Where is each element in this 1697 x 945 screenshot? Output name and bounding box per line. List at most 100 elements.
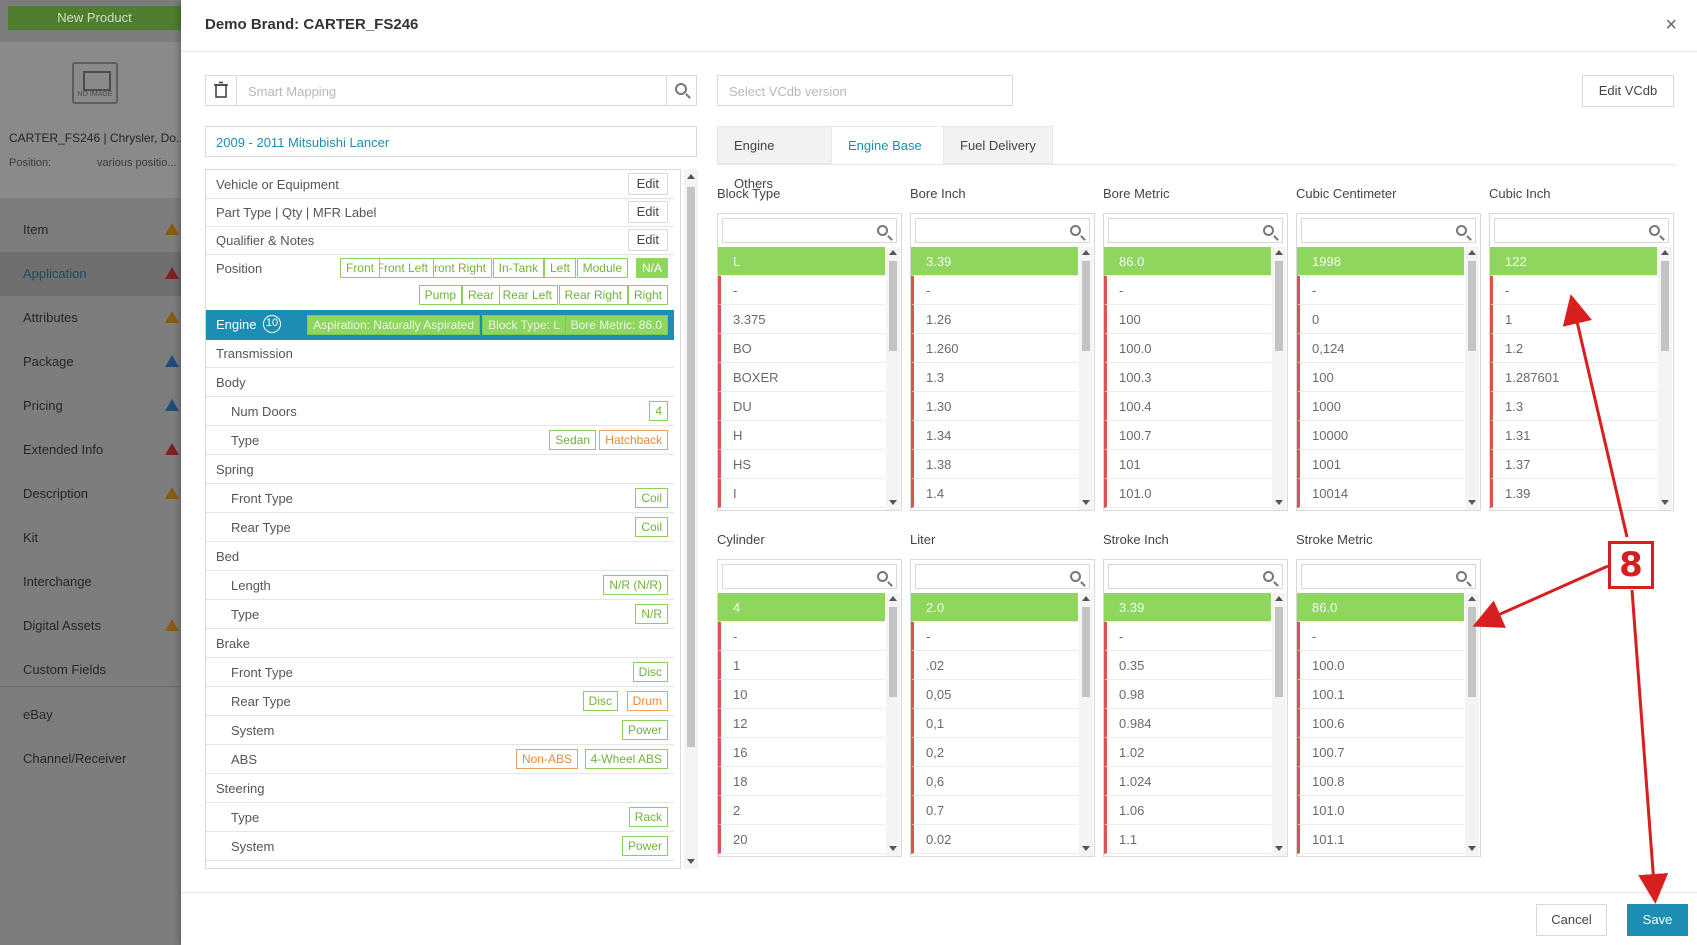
value-option[interactable]: 10 [718, 680, 885, 709]
smart-mapping-input[interactable]: Smart Mapping [236, 75, 667, 106]
value-option[interactable]: 100.6 [1297, 709, 1464, 738]
value-option[interactable]: 1.38 [911, 450, 1078, 479]
brake-abs-row-tag[interactable]: Non-ABS [515, 749, 578, 769]
tab-engine-others[interactable]: Engine Others [717, 126, 832, 191]
nav-item-application[interactable]: Application [0, 252, 181, 296]
nav-item-channel-receiver[interactable]: Channel/Receiver [0, 737, 181, 781]
brake-rear-type-row-tag[interactable]: Drum [626, 691, 668, 711]
delete-button[interactable] [205, 75, 237, 106]
value-option[interactable]: 0.98 [1104, 680, 1271, 709]
steering-system-row-tag[interactable]: Power [621, 836, 668, 856]
position-tag-front-right[interactable]: Front Right [420, 258, 492, 278]
value-option[interactable]: - [911, 622, 1078, 651]
value-option[interactable]: - [718, 622, 885, 651]
position-tag-front-left[interactable]: Front Left [370, 258, 434, 278]
cancel-button[interactable]: Cancel [1536, 904, 1607, 936]
value-option[interactable]: 3.375 [718, 305, 885, 334]
position-tag-pump[interactable]: Pump [418, 285, 462, 305]
column-search-input[interactable] [1301, 564, 1476, 589]
column-scroll-thumb[interactable] [889, 261, 897, 351]
body-type-row[interactable]: Type Hatchback Sedan [206, 426, 674, 455]
column-scroll-thumb[interactable] [1275, 261, 1283, 351]
value-option[interactable]: 0,2 [911, 738, 1078, 767]
value-option[interactable]: 18 [718, 767, 885, 796]
qualifier-notes-row[interactable]: Qualifier & Notes Edit [206, 226, 674, 255]
edit-vcdb-button[interactable]: Edit VCdb [1582, 75, 1674, 107]
spring-front-type-row[interactable]: Front Type Coil [206, 484, 674, 513]
value-option[interactable]: 20 [718, 825, 885, 854]
value-option[interactable]: 1.39 [1490, 479, 1657, 508]
brake-abs-row-tag[interactable]: 4-Wheel ABS [584, 749, 668, 769]
value-option[interactable]: 101.0 [1297, 796, 1464, 825]
steering-system-row[interactable]: System Power [206, 832, 674, 861]
value-option[interactable]: 100.7 [1297, 738, 1464, 767]
value-option[interactable]: 0 [1297, 305, 1464, 334]
column-scrollbar[interactable] [1465, 247, 1479, 510]
value-option[interactable]: 1.3 [911, 363, 1078, 392]
scroll-down-icon[interactable] [687, 859, 695, 864]
brake-system-row-tag[interactable]: Power [621, 720, 668, 740]
scroll-down-icon[interactable] [1661, 500, 1669, 505]
scroll-down-icon[interactable] [889, 500, 897, 505]
column-scroll-thumb[interactable] [1661, 261, 1669, 351]
value-option[interactable]: 0.35 [1104, 651, 1271, 680]
value-option[interactable]: 100.1 [1297, 680, 1464, 709]
value-option[interactable]: 101.0 [1104, 479, 1271, 508]
close-icon[interactable]: × [1665, 14, 1677, 36]
spring-rear-type-row[interactable]: Rear Type Coil [206, 513, 674, 542]
column-scrollbar[interactable] [1658, 247, 1672, 510]
search-icon[interactable] [1070, 225, 1081, 236]
scroll-up-icon[interactable] [1082, 596, 1090, 601]
value-option[interactable]: 1.4 [911, 479, 1078, 508]
scroll-down-icon[interactable] [1275, 500, 1283, 505]
nav-item-kit[interactable]: Kit [0, 516, 181, 560]
position-tag-left[interactable]: Left [543, 258, 576, 278]
vehicle-or-equipment-row[interactable]: Vehicle or Equipment Edit [206, 170, 674, 199]
value-option[interactable]: 0,124 [1297, 334, 1464, 363]
nav-item-item[interactable]: Item [0, 208, 181, 252]
value-option-selected[interactable]: 1998 [1297, 247, 1464, 276]
column-search-input[interactable] [1108, 564, 1283, 589]
engine-tag[interactable]: Block Type: L [482, 315, 566, 335]
value-option[interactable]: 1000 [1297, 392, 1464, 421]
scroll-down-icon[interactable] [1468, 500, 1476, 505]
bed-length-row[interactable]: Length N/R (N/R) [206, 571, 674, 600]
nav-item-description[interactable]: Description [0, 472, 181, 516]
value-option[interactable]: - [1104, 276, 1271, 305]
value-option-selected[interactable]: 86.0 [1104, 247, 1271, 276]
value-option-selected[interactable]: 2.0 [911, 593, 1078, 622]
value-option[interactable]: 1.34 [911, 421, 1078, 450]
search-icon[interactable] [1263, 571, 1274, 582]
scroll-down-icon[interactable] [1468, 846, 1476, 851]
nav-item-attributes[interactable]: Attributes [0, 296, 181, 340]
tab-fuel-delivery[interactable]: Fuel Delivery [943, 126, 1053, 164]
bed-type-row[interactable]: Type N/R [206, 600, 674, 629]
brake-rear-type-row[interactable]: Rear Type Drum Disc [206, 687, 674, 716]
column-scrollbar[interactable] [1079, 593, 1093, 856]
steering-type-row-tag[interactable]: Rack [628, 807, 668, 827]
spring-row[interactable]: Spring [206, 455, 674, 484]
tree-scrollbar[interactable] [684, 169, 698, 869]
value-option[interactable]: DU [718, 392, 885, 421]
body-type-row-tag[interactable]: Hatchback [599, 430, 668, 450]
value-option-selected[interactable]: L [718, 247, 885, 276]
nav-item-extended-info[interactable]: Extended Info [0, 428, 181, 472]
scroll-up-icon[interactable] [1661, 250, 1669, 255]
value-option[interactable]: 0,6 [911, 767, 1078, 796]
column-search-input[interactable] [722, 218, 897, 243]
value-option-selected[interactable]: 122 [1490, 247, 1657, 276]
brake-abs-row[interactable]: ABS 4-Wheel ABS Non-ABS [206, 745, 674, 774]
value-option[interactable]: 10014 [1297, 479, 1464, 508]
value-option[interactable]: 100.0 [1297, 651, 1464, 680]
value-option[interactable]: - [1104, 622, 1271, 651]
column-search-input[interactable] [1494, 218, 1669, 243]
steering-row[interactable]: Steering [206, 774, 674, 803]
value-option[interactable]: 1 [718, 651, 885, 680]
scroll-up-icon[interactable] [1082, 250, 1090, 255]
value-option[interactable]: - [1297, 276, 1464, 305]
vcdb-version-select[interactable]: Select VCdb version [717, 75, 1013, 106]
spring-front-type-row-tag[interactable]: Coil [635, 488, 668, 508]
value-option[interactable]: 1.37 [1490, 450, 1657, 479]
value-option[interactable]: 100 [1104, 305, 1271, 334]
tab-engine-base[interactable]: Engine Base [831, 126, 944, 164]
